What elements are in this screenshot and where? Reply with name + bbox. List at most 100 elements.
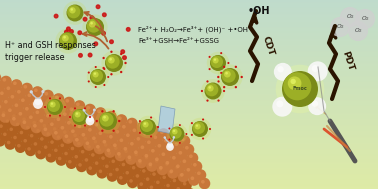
Circle shape <box>67 139 70 142</box>
Circle shape <box>189 118 211 140</box>
Circle shape <box>89 116 91 118</box>
Circle shape <box>102 57 105 59</box>
Circle shape <box>139 120 141 122</box>
Circle shape <box>48 120 59 132</box>
Circle shape <box>0 72 1 84</box>
Circle shape <box>112 160 115 163</box>
Circle shape <box>67 5 81 18</box>
Circle shape <box>113 143 117 147</box>
Circle shape <box>74 125 76 127</box>
Circle shape <box>98 148 101 152</box>
Circle shape <box>82 133 85 137</box>
Circle shape <box>61 128 72 139</box>
Circle shape <box>84 125 86 127</box>
Circle shape <box>40 103 51 115</box>
FancyArrowPatch shape <box>83 32 108 49</box>
Circle shape <box>91 138 102 149</box>
Circle shape <box>141 130 152 141</box>
Circle shape <box>73 116 77 120</box>
Circle shape <box>101 118 105 122</box>
Circle shape <box>150 170 161 181</box>
Circle shape <box>31 102 35 106</box>
Circle shape <box>123 56 126 59</box>
Circle shape <box>20 131 23 134</box>
Circle shape <box>112 121 115 125</box>
Circle shape <box>59 32 77 50</box>
Circle shape <box>201 90 203 92</box>
Circle shape <box>42 143 53 154</box>
Circle shape <box>115 168 119 171</box>
Circle shape <box>57 117 60 121</box>
Circle shape <box>168 147 172 151</box>
Circle shape <box>207 85 214 91</box>
Circle shape <box>81 150 84 153</box>
Circle shape <box>121 50 124 53</box>
FancyArrowPatch shape <box>85 12 104 34</box>
Circle shape <box>0 76 12 87</box>
Circle shape <box>116 114 127 126</box>
Circle shape <box>71 129 75 133</box>
Circle shape <box>227 62 229 64</box>
Circle shape <box>70 8 73 11</box>
Circle shape <box>96 167 108 179</box>
Circle shape <box>103 162 114 174</box>
Circle shape <box>33 99 43 109</box>
Circle shape <box>129 179 133 183</box>
Circle shape <box>111 141 122 153</box>
Circle shape <box>46 98 58 110</box>
Circle shape <box>133 128 136 132</box>
Circle shape <box>135 153 138 156</box>
Circle shape <box>149 164 152 168</box>
Circle shape <box>223 86 225 88</box>
Circle shape <box>70 30 73 33</box>
Circle shape <box>191 134 193 136</box>
Circle shape <box>160 173 171 185</box>
Circle shape <box>168 132 180 143</box>
Circle shape <box>155 157 159 161</box>
Circle shape <box>102 32 105 35</box>
Circle shape <box>72 153 84 164</box>
Circle shape <box>36 129 40 132</box>
Circle shape <box>166 184 170 187</box>
Circle shape <box>36 95 47 106</box>
Circle shape <box>90 22 93 25</box>
Circle shape <box>132 148 143 160</box>
Circle shape <box>206 80 209 83</box>
Circle shape <box>120 123 131 134</box>
Circle shape <box>88 166 92 170</box>
Circle shape <box>89 151 100 162</box>
Circle shape <box>9 128 13 131</box>
Circle shape <box>118 116 122 120</box>
Circle shape <box>36 110 39 114</box>
Circle shape <box>188 174 200 186</box>
Circle shape <box>92 136 96 140</box>
Circle shape <box>16 122 19 126</box>
Circle shape <box>173 163 184 175</box>
Circle shape <box>49 115 51 117</box>
Circle shape <box>84 107 86 109</box>
Circle shape <box>86 18 104 36</box>
Circle shape <box>3 117 15 128</box>
Circle shape <box>193 163 197 167</box>
Circle shape <box>161 152 165 156</box>
Circle shape <box>235 66 237 68</box>
Circle shape <box>53 109 56 113</box>
Circle shape <box>163 159 175 170</box>
Circle shape <box>196 124 198 127</box>
Circle shape <box>93 159 104 170</box>
Circle shape <box>23 120 26 124</box>
Circle shape <box>92 121 104 132</box>
Circle shape <box>2 98 13 109</box>
Circle shape <box>0 111 11 123</box>
Circle shape <box>158 128 169 140</box>
Circle shape <box>308 61 328 81</box>
Circle shape <box>115 150 126 161</box>
Circle shape <box>169 139 170 140</box>
Circle shape <box>240 76 243 78</box>
Circle shape <box>44 106 46 108</box>
Circle shape <box>107 133 118 144</box>
Circle shape <box>201 180 205 184</box>
Circle shape <box>187 152 198 164</box>
Circle shape <box>101 156 105 160</box>
Circle shape <box>138 159 142 163</box>
